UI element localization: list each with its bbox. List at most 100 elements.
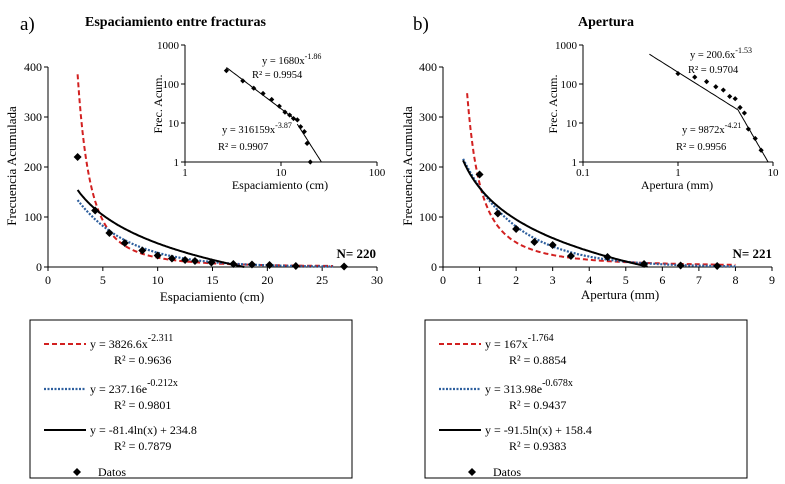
inset-y-tick-label: 10 [168, 118, 180, 130]
data-point [291, 262, 300, 270]
inset-y-tick-label: 1000 [157, 40, 180, 52]
inset-data-point [737, 104, 743, 111]
data-point [181, 256, 190, 264]
y-tick-label: 400 [24, 60, 42, 74]
inset-data-point [260, 90, 266, 97]
data-point [512, 225, 521, 233]
inset-data-point [287, 112, 293, 118]
y-tick-label: 300 [419, 110, 437, 124]
inset-x-tick-label: 100 [369, 167, 386, 179]
panel-b-inset-ylabel: Frec. Acum. [546, 75, 560, 134]
legend-log-r2: R² = 0.7879 [114, 439, 171, 453]
panel-b-legend: y = 167x-1.764 R² = 0.8854 y = 313.98e-0.6… [424, 319, 748, 479]
panel-a-inset-ylabel: Frec. Acum. [151, 75, 165, 134]
inset-x-tick-label: 1 [182, 167, 188, 179]
data-point [73, 153, 82, 161]
data-point [167, 254, 176, 263]
inset-y-tick-label: 100 [561, 79, 578, 91]
data-point [120, 239, 129, 247]
panel-b-inset-xlabel: Apertura (mm) [641, 178, 713, 192]
y-tick-label: 0 [431, 260, 437, 274]
log-fit-curve [462, 159, 648, 268]
data-point [91, 206, 100, 215]
panel-b-label: b) [413, 14, 429, 35]
x-tick-label: 2 [513, 273, 519, 287]
x-tick-label: 9 [769, 273, 775, 287]
panel-a-xlabel: Espaciamiento (cm) [160, 289, 264, 304]
panel-b-main-plot: 0 1 2 3 4 5 6 7 8 9 0 100 200 300 400 [419, 60, 775, 287]
y-tick-label: 100 [24, 210, 42, 224]
legend-exponential-equation: y = 237.16e-0.212x [90, 378, 178, 396]
data-point [247, 260, 256, 269]
x-tick-label: 10 [152, 273, 164, 287]
x-tick-label: 1 [477, 273, 483, 287]
data-point [493, 209, 502, 218]
y-tick-label: 400 [419, 60, 437, 74]
panel-a-n-label: N= 220 [336, 246, 376, 261]
data-point [566, 252, 575, 260]
inset-data-point [282, 109, 288, 115]
legend-exponential-equation: y = 313.98e-0.678x [485, 378, 573, 396]
panel-a-inset-xlabel: Espaciamiento (cm) [232, 178, 328, 192]
data-point [676, 261, 685, 270]
legend-equation-exponent: -2.311 [148, 333, 173, 344]
y-tick-label: 200 [24, 160, 42, 174]
inset-data-point [294, 117, 300, 123]
exponential-fit-curve [462, 158, 736, 268]
legend-equation-base: y = -91.5ln(x) + 158.4 [485, 423, 592, 437]
data-point [153, 251, 162, 260]
panel-b-inset-eq1: y = 200.6x-1.53 [690, 46, 752, 61]
x-tick-label: 5 [623, 273, 629, 287]
y-tick-label: 300 [24, 110, 42, 124]
panel-a-title: Espaciamiento entre fracturas [85, 15, 266, 30]
inset-fit-line [296, 123, 322, 162]
panel-a-inset-r2-2: R² = 0.9907 [218, 142, 268, 153]
inset-data-point [703, 79, 710, 85]
y-tick-label: 100 [419, 210, 437, 224]
panel-b: b) Apertura 0 1 2 3 4 5 6 7 8 9 0 100 200 300 400 Aper… [400, 14, 779, 302]
x-tick-label: 15 [207, 273, 219, 287]
legend-equation-base: y = -81.4ln(x) + 234.8 [90, 423, 197, 437]
inset-data-point [758, 147, 764, 153]
panel-b-xlabel: Apertura (mm) [581, 287, 659, 302]
legend-equation-base: y = 313.98e [485, 382, 542, 396]
legend-equation-exponent: -0.678x [542, 378, 573, 389]
x-tick-label: 20 [261, 273, 273, 287]
x-tick-label: 25 [316, 273, 328, 287]
inset-data-point [297, 124, 304, 130]
legend-log-equation: y = -91.5ln(x) + 158.4 [485, 423, 592, 437]
data-point [340, 262, 349, 271]
panel-b-inset-r2-1: R² = 0.9704 [688, 65, 739, 76]
data-point [190, 257, 199, 265]
legend-power-equation: y = 167x-1.764 [485, 333, 554, 351]
inset-y-tick-label: 1000 [555, 40, 578, 52]
panel-b-inset-r2-2: R² = 0.9956 [676, 142, 726, 153]
y-tick-label: 0 [36, 260, 42, 274]
x-tick-label: 0 [45, 273, 51, 287]
legend-equation-base: y = 3826.6x [90, 337, 148, 351]
legend-data-label: Datos [493, 465, 521, 479]
legend-box [29, 319, 353, 479]
panel-a: a) Espaciamiento entre fracturas 0 5 10 15 2… [4, 14, 386, 304]
inset-data-point [223, 68, 230, 74]
inset-data-point [307, 159, 313, 165]
x-tick-label: 30 [371, 273, 383, 287]
power-fit-curve [466, 93, 736, 266]
panel-a-inset: 1 10 100 1 10 100 1000 [157, 40, 386, 179]
legend-equation-exponent: -0.212x [147, 378, 178, 389]
data-point [640, 260, 649, 268]
data-point [229, 260, 238, 268]
inset-data-point [741, 110, 748, 116]
legend-equation-base: y = 237.16e [90, 382, 147, 396]
inset-data-point [276, 103, 282, 109]
y-tick-label: 200 [419, 160, 437, 174]
legend-data-label: Datos [98, 465, 126, 479]
x-tick-label: 0 [440, 273, 446, 287]
inset-x-tick-label: 10 [276, 167, 288, 179]
data-point [713, 262, 722, 270]
x-tick-label: 7 [696, 273, 702, 287]
inset-x-tick-label: 1 [675, 167, 681, 179]
